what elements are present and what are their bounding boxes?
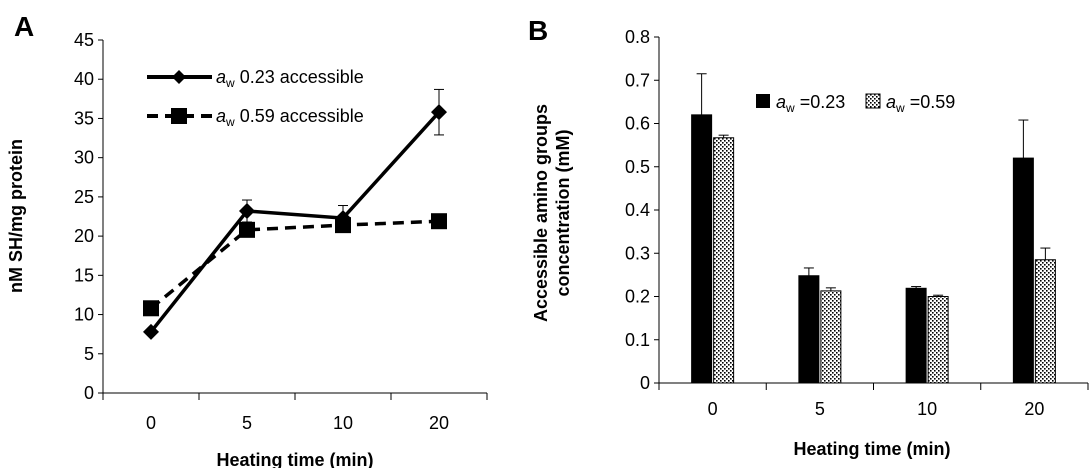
panel-b-x-axis-title: Heating time (min) [793,439,950,459]
panel-a-x-ticks: 0 5 10 20 [102,393,488,433]
panel-b-bar-series-0 [1012,157,1034,384]
panel-b-letter: B [528,15,548,46]
panel-b-y-axis-title-line-2: concentration (mM) [553,129,573,296]
panel-b-legend-label-0: aw =0.23 [776,92,845,115]
panel-a-square-point [431,213,447,230]
panel-b-y-tick-label: 0.8 [625,27,650,47]
panel-a-diamond-point [143,323,159,340]
panel-a-diamond-point [431,104,447,121]
panel-a-y-tick-label: 25 [74,187,94,207]
panel-b-bar-series-1 [820,290,842,384]
panel-b-y-ticks: 0 0.1 0.2 0.3 0.4 0.5 0.6 0.7 0.8 [625,27,659,393]
panel-a-diamond-point [239,203,255,220]
panel-b-y-axis-title: Accessible amino groups concentration (m… [531,104,573,322]
panel-b-plot-area [691,73,1056,384]
square-marker-icon [171,108,187,124]
panel-a-y-ticks: 0 5 10 15 20 25 30 35 40 45 [74,30,103,403]
panel-b-bar-series-0 [905,287,927,384]
panel-b-legend-label-1: aw =0.59 [886,92,955,115]
panel-b-y-tick-label: 0.1 [625,330,650,350]
panel-b-y-tick-label: 0.5 [625,157,650,177]
panel-b-bar-series-0 [798,275,820,384]
panel-b-x-tick-label: 5 [815,399,825,419]
panel-a-y-tick-label: 5 [84,344,94,364]
panel-b-y-tick-label: 0 [640,373,650,393]
panel-b-y-tick-label: 0.7 [625,70,650,90]
panel-b-x-tick-label: 20 [1024,399,1044,419]
panel-b-y-tick-label: 0.6 [625,114,650,134]
panel-a-x-tick-label: 5 [242,413,252,433]
panel-b-bar-series-1 [713,137,735,384]
diamond-marker-icon [172,70,186,84]
panel-a-y-tick-label: 10 [74,305,94,325]
panel-a-y-tick-label: 35 [74,108,94,128]
panel-b-legend: aw =0.23 aw =0.59 [756,92,955,115]
panel-a-y-tick-label: 15 [74,265,94,285]
panel-a-y-tick-label: 30 [74,148,94,168]
panel-b-y-tick-label: 0.3 [625,243,650,263]
panel-b-legend-entry-1: aw =0.59 [865,92,955,115]
panel-a-letter: A [14,11,34,42]
panel-b-x-tick-label: 0 [708,399,718,419]
panel-a-y-tick-label: 40 [74,69,94,89]
panel-a-square-point [143,300,159,317]
panel-a-y-tick-label: 20 [74,226,94,246]
panel-a-plot-area [143,88,447,340]
panel-b-y-tick-label: 0.2 [625,287,650,307]
solid-swatch-icon [756,94,770,108]
panel-a-series-line-0 [149,110,441,333]
panel-a-square-point [239,221,255,238]
dotted-swatch-icon [865,93,881,109]
panel-a-legend: aw 0.23 accessible aw 0.59 accessible [147,67,364,129]
panel-a-x-tick-label: 20 [429,413,449,433]
panel-a-legend-entry-1: aw 0.59 accessible [147,106,364,129]
panel-a-x-axis-title: Heating time (min) [216,450,373,468]
panel-b-bar-series-1 [1034,259,1056,384]
panel-a-legend-label-0: aw 0.23 accessible [216,67,364,90]
panel-b-y-axis-title-line-1: Accessible amino groups [531,104,551,322]
panel-a-x-tick-label: 10 [333,413,353,433]
panel-a-y-axis-title: nM SH/mg protein [6,139,26,293]
panel-a-x-tick-label: 0 [146,413,156,433]
panel-a-series-line-1 [149,219,440,310]
panel-b-legend-entry-0: aw =0.23 [756,92,845,115]
panel-a-legend-label-1: aw 0.59 accessible [216,106,364,129]
panel-a-y-tick-label: 45 [74,30,94,50]
panel-a-legend-entry-0: aw 0.23 accessible [147,67,364,90]
panel-b-x-ticks: 0 5 10 20 [658,383,1089,419]
panel-a-square-point [335,217,351,234]
panel-b-y-tick-label: 0.4 [625,200,650,220]
panel-b-chart: B 0 0.1 0.2 0.3 0.4 0.5 0.6 0.7 0.8 0 5 10 20 Acces… [528,15,1089,459]
panel-a-chart: A 0 5 10 15 20 25 30 35 40 45 0 5 10 20 nM SH/mg pro… [6,11,488,468]
panel-a-y-tick-label: 0 [84,383,94,403]
panel-b-x-tick-label: 10 [917,399,937,419]
panel-b-bar-series-0 [691,114,713,384]
panel-b-bar-series-1 [927,296,949,384]
